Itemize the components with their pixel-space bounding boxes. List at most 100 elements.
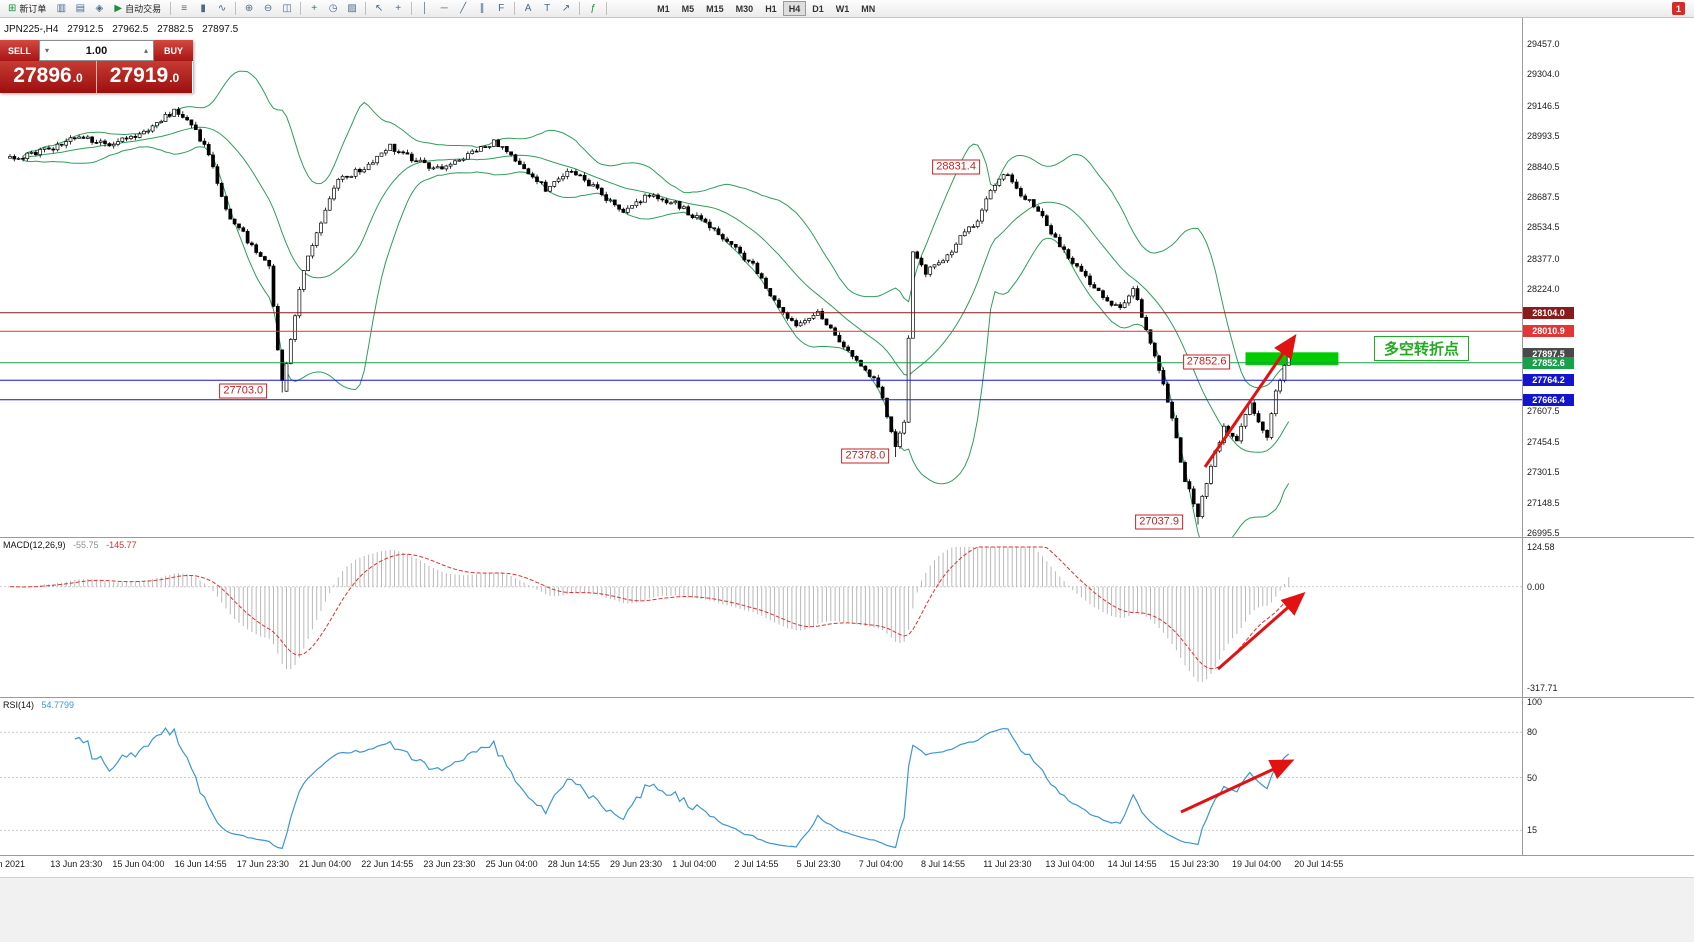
price-tag-28104.0: 28104.0 [1523,306,1574,319]
text-label-icon[interactable]: T [544,3,551,14]
price-axis-label: 29304.0 [1527,69,1560,80]
time-axis-label: 17 Jun 23:30 [236,859,289,869]
open-value: 27912.5 [67,24,104,35]
auto-trading-label: 自动交易 [125,4,162,14]
trend-arrow-main[interactable] [1203,334,1297,468]
time-axis-label: 15 Jun 04:00 [112,859,165,869]
trend-arrow-rsi[interactable] [1180,759,1295,814]
timeframe-button-m30[interactable]: M30 [735,3,754,14]
timeframe-button-m15[interactable]: M15 [706,3,724,14]
trend-arrow-macd[interactable] [1217,592,1306,671]
price-axis-label: 27454.5 [1527,436,1560,447]
buy-price-display[interactable]: 27919.0 [96,61,192,93]
line-chart-icon[interactable]: ∿ [217,3,227,14]
time-axis-label: 25 Jun 04:00 [485,859,538,869]
new-chart-icon[interactable]: + [311,3,318,14]
rsi-label: RSI(14) [3,700,35,710]
sell-button[interactable]: SELL [0,40,39,61]
auto-trading-button[interactable]: ▶ 自动交易 [109,1,166,17]
tile-windows-icon[interactable]: ◫ [282,3,292,14]
price-axis-label: 28377.0 [1527,253,1560,264]
time-axis-label: 20 Jul 14:55 [1294,859,1344,869]
navigator-icon[interactable]: ◈ [95,3,104,14]
cursor-icon[interactable]: ↖ [374,3,384,14]
toolbar-separator [514,2,516,15]
time-axis-label: 21 Jun 04:00 [299,859,352,869]
price-annotation-27852.6[interactable]: 27852.6 [1182,354,1231,370]
time-axis-label: 16 Jun 14:55 [174,859,227,869]
rsi-panel [0,727,1522,850]
rsi-line [74,727,1290,850]
main-toolbar: ⊞ 新订单 ▥ ▤ ◈ ▶ 自动交易 ≡ ▮ ∿ ⊕ ⊖ ◫ + ◷ ▨ ↖ + │ ─ ╱ ∥ F A T ↗ ƒ M1 M5 M15 M… [0,0,1694,18]
price-axis-label: 27301.5 [1527,467,1560,478]
notifications-icon[interactable]: 1 [1672,2,1685,15]
fibonacci-icon[interactable]: F [498,3,505,14]
timeframe-button-w1[interactable]: W1 [835,3,850,14]
bollinger-middle-band [22,126,1290,453]
vertical-line-icon[interactable]: │ [422,3,429,14]
symbol-period-label: JPN225-,H4 [4,24,59,35]
timeframe-button-h1[interactable]: H1 [765,3,777,14]
indicators-icon[interactable]: ƒ [590,3,596,14]
bar-chart-icon[interactable]: ≡ [181,3,188,14]
new-order-icon: ⊞ [8,3,17,14]
toolbar-separator [235,2,237,15]
timeframe-button-h4[interactable]: H4 [782,1,807,16]
toolbar-separator [579,2,581,15]
time-axis-label: 13 Jun 23:30 [50,859,103,869]
price-axis-label: 26995.5 [1527,528,1560,538]
price-annotation-27037.9[interactable]: 27037.9 [1135,514,1183,530]
highlight-zone-rectangle[interactable] [1245,352,1339,366]
market-watch-icon[interactable]: ▥ [56,3,67,14]
volume-increase-button[interactable]: ▴ [143,46,148,55]
timeframe-button-d1[interactable]: D1 [812,3,824,14]
timeframe-button-m1[interactable]: M1 [657,3,670,14]
zoom-out-icon[interactable]: ⊖ [263,3,273,14]
volume-control: ▾ 1.00 ▴ [39,40,154,61]
toolbar-separator [170,2,172,15]
macd-label: MACD(12,26,9) [3,540,66,550]
macd-axis-label: 124.58 [1527,542,1555,552]
rsi-axis-label: 50 [1527,772,1538,783]
status-bar-area [0,877,1694,942]
time-axis-label: 7 Jul 04:00 [858,859,903,869]
timeframe-button-mn[interactable]: MN [861,3,876,14]
period-selector-icon[interactable]: ◷ [328,3,338,14]
data-window-icon[interactable]: ▤ [75,3,86,14]
zoom-in-icon[interactable]: ⊕ [244,3,254,14]
turning-point-annotation[interactable]: 多空转折点 [1374,336,1470,361]
price-axis-label: 28534.5 [1527,222,1560,233]
buy-button[interactable]: BUY [154,40,193,61]
volume-decrease-button[interactable]: ▾ [44,46,49,55]
high-value: 27962.5 [112,24,149,35]
timeframe-button-m5[interactable]: M5 [681,3,695,14]
text-icon[interactable]: A [524,3,532,14]
main-price-panel [0,70,1522,537]
low-value: 27882.5 [157,24,194,35]
price-tag-27764.2: 27764.2 [1523,374,1574,387]
rsi-value: 54.7799 [41,700,75,710]
equidistant-channel-icon[interactable]: ∥ [479,3,485,14]
new-order-button[interactable]: ⊞ 新订单 [3,1,51,17]
price-annotation-27703.0[interactable]: 27703.0 [219,383,268,399]
rsi-indicator-header: RSI(14) 54.7799 [3,700,79,710]
chart-templates-icon[interactable]: ▨ [347,3,357,14]
candlestick-chart-icon[interactable]: ▮ [200,3,206,14]
price-axis-label: 29457.0 [1527,39,1560,49]
toolbar-separator [300,2,302,15]
price-annotation-27378.0[interactable]: 27378.0 [841,448,890,464]
trendline-icon[interactable]: ╱ [460,3,467,14]
crosshair-icon[interactable]: + [395,3,402,14]
sell-price-display[interactable]: 27896.0 [0,61,96,93]
horizontal-line-icon[interactable]: ─ [440,3,448,14]
price-annotation-28831.4[interactable]: 28831.4 [932,159,980,175]
rsi-axis-label: 100 [1527,697,1543,707]
volume-input[interactable]: 1.00 [85,44,108,57]
macd-panel [0,546,1522,682]
toolbar-separator [365,2,367,15]
auto-trading-icon: ▶ [114,3,123,14]
time-axis-label: 2 Jul 14:55 [734,859,779,869]
time-axis-label: 29 Jun 23:30 [610,859,663,869]
arrows-tool-icon[interactable]: ↗ [561,3,571,14]
